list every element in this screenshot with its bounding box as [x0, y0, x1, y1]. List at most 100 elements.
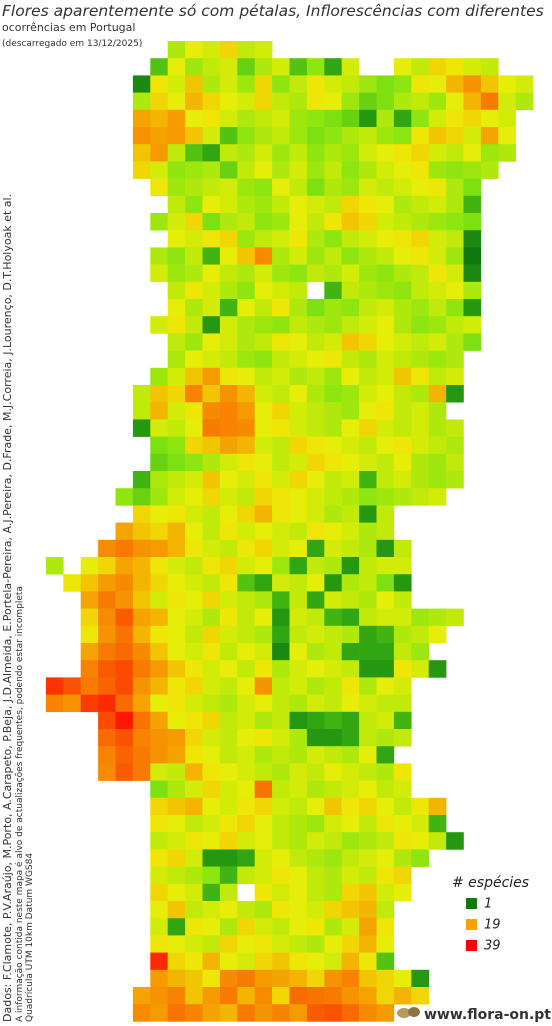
grid-cell [63, 677, 81, 695]
grid-cell [185, 677, 203, 695]
grid-cell [237, 92, 255, 111]
grid-cell [219, 883, 238, 902]
grid-cell [376, 746, 395, 764]
grid-cell [272, 935, 290, 953]
grid-cell [376, 213, 395, 231]
grid-cell [150, 711, 168, 730]
grid-cell [289, 591, 308, 609]
grid-cell [185, 453, 203, 472]
grid-cell [289, 402, 308, 420]
grid-cell [306, 58, 325, 76]
grid-cell [359, 832, 377, 850]
grid-cell [393, 230, 412, 248]
grid-cell [341, 92, 360, 111]
grid-cell [341, 471, 360, 489]
grid-cell [237, 763, 255, 781]
grid-cell [185, 694, 203, 713]
grid-cell [63, 574, 81, 592]
grid-cell [393, 849, 412, 867]
grid-cell [376, 539, 395, 558]
grid-cell [150, 694, 168, 713]
grid-cell [359, 763, 377, 781]
grid-cell [219, 281, 238, 300]
grid-cell [185, 849, 203, 867]
grid-cell [219, 574, 238, 592]
grid-cell [411, 161, 429, 179]
grid-cell [428, 178, 447, 197]
grid-cell [254, 832, 273, 850]
grid-cell [98, 729, 116, 747]
grid-cell [359, 883, 377, 902]
grid-cell [219, 299, 238, 317]
grid-cell [254, 195, 273, 214]
grid-cell [254, 557, 273, 575]
grid-cell [341, 350, 360, 369]
grid-cell [237, 866, 255, 885]
grid-cell [167, 453, 186, 472]
grid-cell [324, 591, 342, 609]
grid-cell [219, 213, 238, 231]
grid-cell [272, 453, 290, 472]
grid-cell [393, 385, 412, 403]
grid-cell [289, 333, 308, 351]
grid-cell [289, 797, 308, 816]
grid-cell [393, 574, 412, 592]
grid-cell [446, 144, 464, 162]
grid-cell [167, 436, 186, 455]
grid-cell [185, 488, 203, 506]
grid-cell [167, 127, 186, 145]
grid-cell [289, 127, 308, 145]
grid-cell [254, 677, 273, 695]
grid-cell [428, 471, 447, 489]
grid-cell [167, 969, 186, 988]
grid-cell [272, 144, 290, 162]
grid-cell [359, 901, 377, 919]
grid-cell [324, 935, 342, 953]
grid-cell [324, 677, 342, 695]
grid-cell [167, 763, 186, 781]
grid-cell [324, 402, 342, 420]
grid-cell [480, 127, 499, 145]
grid-cell [167, 746, 186, 764]
grid-cell [98, 694, 116, 713]
grid-cell [185, 832, 203, 850]
grid-cell [411, 815, 429, 833]
grid-cell [167, 918, 186, 936]
grid-cell [306, 866, 325, 885]
grid-cell [202, 643, 221, 661]
grid-cell [446, 213, 464, 231]
grid-cell [237, 471, 255, 489]
grid-cell [272, 987, 290, 1005]
grid-cell [98, 608, 116, 627]
grid-cell [254, 161, 273, 179]
grid-cell [324, 333, 342, 351]
grid-cell [324, 729, 342, 747]
grid-cell [272, 299, 290, 317]
grid-cell [132, 677, 151, 695]
grid-cell [324, 367, 342, 386]
grid-cell [498, 144, 516, 162]
grid-cell [237, 746, 255, 764]
grid-cell [306, 195, 325, 214]
grid-cell [341, 402, 360, 420]
grid-cell [272, 178, 290, 197]
grid-cell [306, 299, 325, 317]
grid-cell [411, 797, 429, 816]
grid-cell [167, 522, 186, 541]
credits: Dados: F.Clamote, P.V.Araújo, M.Porto, A… [1, 194, 35, 1022]
grid-cell [376, 505, 395, 523]
grid-cell [254, 316, 273, 334]
grid-cell [324, 385, 342, 403]
grid-cell [341, 780, 360, 799]
grid-cell [254, 247, 273, 265]
grid-cell [376, 385, 395, 403]
grid-cell [202, 453, 221, 472]
grid-cell [185, 316, 203, 334]
grid-cell [341, 987, 360, 1005]
grid-cell [428, 127, 447, 145]
grid-cell [428, 419, 447, 437]
grid-cell [272, 883, 290, 902]
grid-cell [393, 213, 412, 231]
grid-cell [167, 402, 186, 420]
grid-cell [272, 557, 290, 575]
